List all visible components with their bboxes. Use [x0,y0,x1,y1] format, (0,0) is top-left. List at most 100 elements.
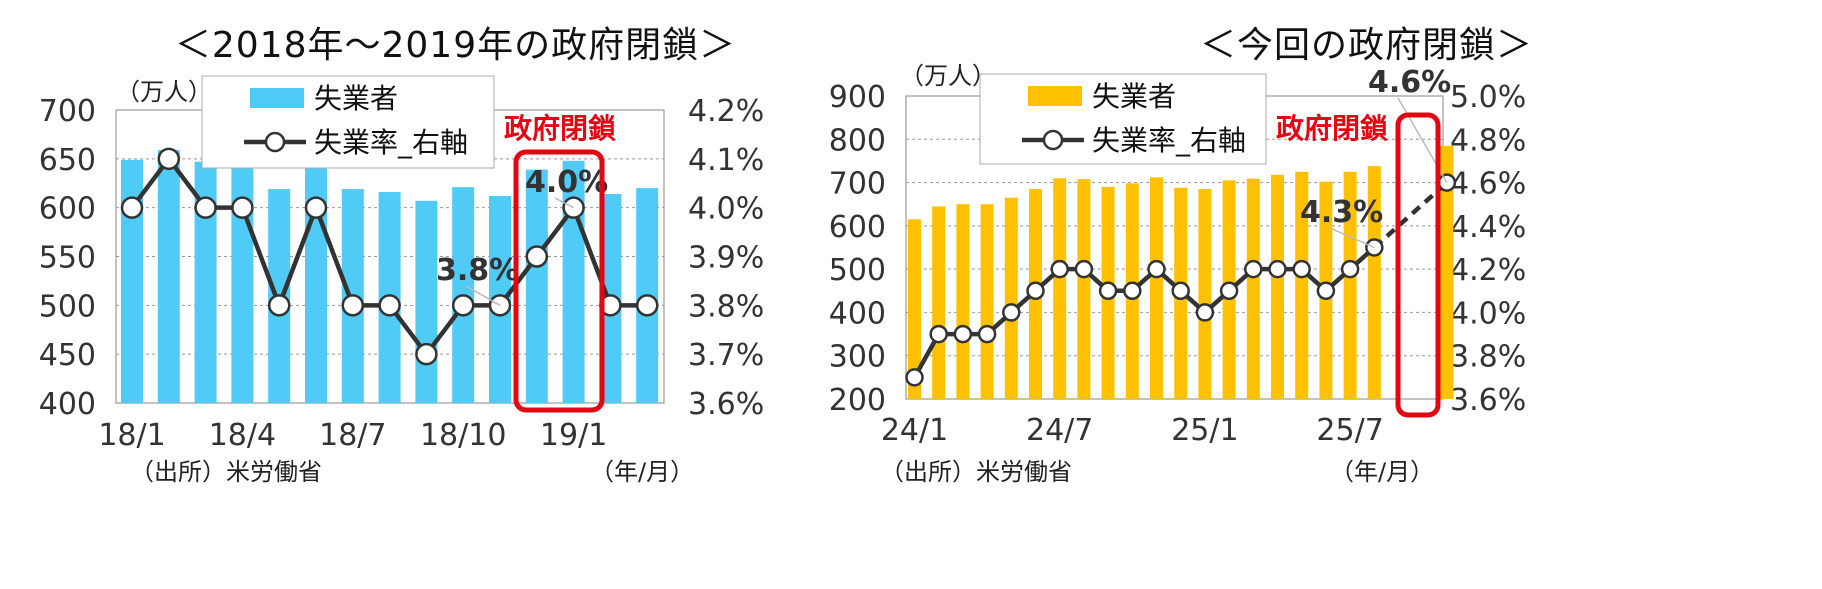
line-point [905,368,924,387]
y-left-tick-label: 700 [829,167,886,202]
y-right-tick-label: 5.0% [1450,80,1526,115]
bar [1246,178,1260,399]
callout-label: 3.8% [436,253,519,288]
y-left-tick-label: 650 [39,143,96,178]
x-tick-label: 19/1 [540,418,607,453]
line-point [1098,281,1118,301]
line-point [231,196,254,219]
x-tick-label: 24/1 [881,413,948,448]
line-point [953,324,973,344]
y-left-tick-label: 700 [39,94,96,129]
y-right-tick-label: 3.6% [1450,383,1526,418]
bar [1053,178,1067,399]
y-left-tick-label: 550 [39,241,96,276]
y-right-tick-label: 4.2% [688,94,764,129]
bar [1440,145,1454,399]
line-point [1050,259,1069,279]
bar [415,200,438,403]
y-right-tick-label: 3.8% [1450,340,1526,375]
line-point [929,324,948,344]
shutdown-label: 政府閉鎖 [1276,112,1388,145]
x-unit-label: （年/月） [590,458,694,486]
callout-label: 4.3% [1300,195,1383,230]
bar [908,219,921,399]
legend-label: 失業率_右軸 [314,126,468,159]
line-point [1292,259,1311,279]
line-point [415,342,438,366]
y-left-tick-label: 500 [829,253,886,288]
y-left-tick-label: 300 [829,340,886,375]
y-right-tick-label: 4.8% [1450,123,1526,158]
y-left-tick-label: 400 [829,296,886,331]
y-left-tick-label: 400 [39,387,96,422]
line-point [304,196,328,219]
y-right-tick-label: 3.6% [688,387,764,422]
legend-bar-swatch [1028,86,1082,106]
bar [194,161,217,403]
callout-leader [554,197,574,209]
bar [980,204,994,399]
source-note: （出所）米労働省 [130,458,322,486]
line-point [341,294,365,317]
y-left-tick-label: 500 [39,289,96,324]
x-tick-label: 18/4 [209,418,276,453]
callout-label: 4.6% [1368,65,1451,100]
bar [1367,166,1381,399]
line-point [1195,303,1215,322]
left-chart-title: ＜2018年～2019年の政府閉鎖＞ [174,25,737,66]
y-right-tick-label: 4.6% [1450,167,1526,202]
y-right-tick-label: 4.2% [1450,253,1526,288]
shutdown-highlight [1395,112,1441,418]
line-point [635,294,659,317]
y-left-tick-label: 900 [829,80,886,115]
y-right-tick-label: 4.0% [1450,296,1526,331]
left-chart-panel: ＜2018年～2019年の政府閉鎖＞ 400 450 500 550 600 650 700… [39,25,764,486]
line-point [1123,281,1142,301]
line-point [378,294,401,317]
line-point [1316,281,1336,301]
y-right-tick-label: 4.1% [688,143,764,178]
bar [525,169,548,403]
right-chart-title: ＜今回の政府閉鎖＞ [1199,25,1533,66]
bar [956,204,970,399]
line-point [120,196,144,219]
x-tick-label: 18/1 [98,418,165,453]
y-right-tick-label: 4.0% [688,192,764,227]
line-point [157,147,181,171]
line-point [451,294,475,317]
right-chart-panel: ＜今回の政府閉鎖＞ 200 300 400 500 600 700 800 900 3.6% 3.… [829,0,1822,589]
shutdown-label: 政府閉鎖 [504,112,616,145]
bar [121,159,143,403]
bar [1295,171,1309,399]
y-right-tick-label: 3.8% [688,289,764,324]
line-point [1026,281,1045,301]
legend-line-marker [264,131,286,153]
line-point [1002,303,1021,322]
line-point [977,324,997,344]
x-tick-label: 18/7 [319,418,386,453]
line-point [1244,259,1263,279]
line-point [1219,281,1239,301]
line-point [1147,259,1166,279]
line-point [1171,281,1190,301]
left-chart-svg: 400 450 500 550 600 650 700 3.6% 3.7% 3.8% 3.9% 4.0… [39,75,764,486]
bar [1150,177,1163,399]
callout-label: 4.0% [525,165,608,200]
legend-label: 失業率_右軸 [1092,124,1246,157]
legend-label: 失業者 [314,82,398,115]
y-right-tick-label: 3.9% [688,241,764,276]
right-chart-svg: 200 300 400 500 600 700 800 900 3.6% 3.8% 4.0% 4.2%… [829,62,1526,486]
y-right-tick-label: 4.4% [1450,210,1526,245]
y-left-tick-label: 450 [39,338,96,373]
bar [1271,174,1284,399]
source-note: （出所）米労働省 [880,458,1072,486]
line-point [1268,259,1287,279]
x-unit-label: （年/月） [1330,458,1434,486]
x-tick-label: 24/7 [1026,413,1093,448]
callout-leader [1329,227,1375,249]
y-left-tick-label: 800 [829,123,886,158]
legend-bar-swatch [250,88,304,108]
legend-label: 失業者 [1092,80,1176,113]
x-tick-label: 18/10 [420,418,506,453]
bar [1004,197,1018,399]
